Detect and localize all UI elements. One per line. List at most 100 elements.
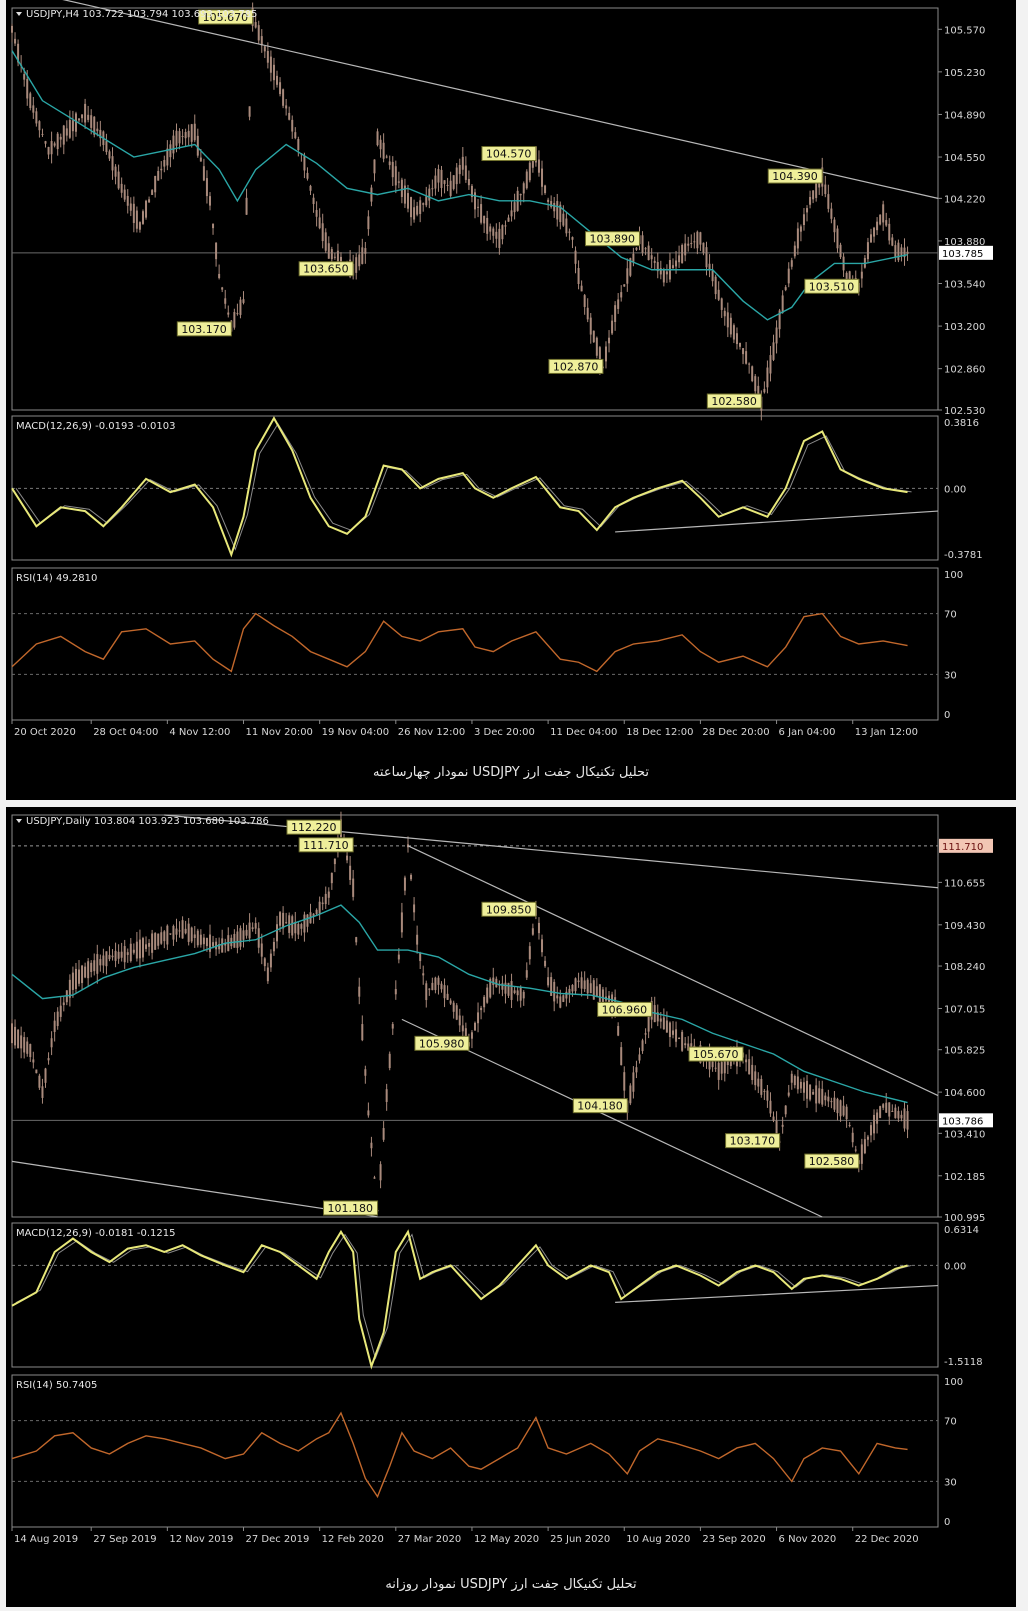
candle-body <box>900 247 903 257</box>
candle-body <box>236 313 239 315</box>
candle-body <box>397 181 400 183</box>
candle-body <box>562 213 565 226</box>
candle-body <box>903 1108 906 1129</box>
candle-body <box>406 844 409 848</box>
candle-body <box>315 210 318 217</box>
candle-body <box>580 977 583 989</box>
candle-body <box>160 932 163 944</box>
candle-body <box>665 1020 668 1033</box>
candle-body <box>714 1067 717 1069</box>
candle-body <box>71 972 74 990</box>
candle-body <box>157 933 160 946</box>
candle-body <box>772 342 775 360</box>
candle-body <box>796 228 799 249</box>
candle-body <box>696 231 699 249</box>
candle-body <box>833 1097 836 1110</box>
price-y-tick-label: 105.230 <box>944 68 985 79</box>
pivot-label: 104.180 <box>577 1100 623 1113</box>
candle-body <box>477 206 480 208</box>
candle-body <box>236 931 239 948</box>
candle-body <box>891 1110 894 1112</box>
x-tick-label: 18 Dec 12:00 <box>626 727 693 738</box>
candle-body <box>56 133 59 150</box>
candle-body <box>531 158 534 168</box>
candle-body <box>93 960 96 972</box>
candle-body <box>74 968 77 989</box>
candle-body <box>891 237 894 246</box>
candle-body <box>148 943 151 947</box>
candle-body <box>510 210 513 217</box>
pivot-label-box <box>804 278 860 294</box>
candle-body <box>903 247 906 258</box>
candle-body <box>882 204 885 223</box>
pivot-label-box <box>198 9 254 25</box>
candle-body <box>644 1033 647 1035</box>
candle-body <box>90 115 93 128</box>
candle-body <box>413 904 416 913</box>
candle-body <box>574 250 577 264</box>
candle-body <box>434 175 437 189</box>
candle-body <box>742 348 745 355</box>
candle-body <box>802 214 805 226</box>
candle-body <box>848 1125 851 1127</box>
pivot-label: 105.980 <box>419 1037 465 1050</box>
x-tick-label: 12 Feb 2020 <box>322 1534 384 1545</box>
candle-body <box>681 245 684 264</box>
candle-body <box>678 255 681 263</box>
candle-body <box>751 366 754 382</box>
candle-body <box>641 1040 644 1052</box>
x-tick-label: 25 Jun 2020 <box>550 1534 610 1545</box>
candle-body <box>550 201 553 207</box>
price-y-tick-label: 109.430 <box>944 921 985 932</box>
candle-body <box>263 958 266 967</box>
candle-body <box>218 273 221 279</box>
candle-body <box>87 961 90 979</box>
usdjpy-h4-chart-panel: 105.570 105.230 104.890 104.550 104.220 103.8… <box>6 0 1016 800</box>
rsi-y-tick-label: 30 <box>944 1477 957 1488</box>
candle-body <box>306 172 309 179</box>
candle-body <box>35 111 38 124</box>
candle-body <box>720 1062 723 1074</box>
candle-body <box>854 1149 857 1151</box>
macd-y-tick-label: 0.6314 <box>944 1225 979 1236</box>
candle-body <box>775 1120 778 1140</box>
x-tick-label: 14 Aug 2019 <box>14 1534 78 1545</box>
candle-body <box>163 931 166 942</box>
candle-body <box>379 1164 382 1181</box>
candle-body <box>693 241 696 243</box>
candle-body <box>866 1136 869 1140</box>
x-tick-label: 28 Oct 04:00 <box>93 727 158 738</box>
rsi-pane-frame <box>11 567 939 721</box>
candle-body <box>720 298 723 310</box>
candle-body <box>449 180 452 196</box>
candle-body <box>269 56 272 73</box>
candle-body <box>461 156 464 170</box>
usdjpy-h4-chart: 105.570 105.230 104.890 104.550 104.220 103.8… <box>11 0 993 738</box>
candle-body <box>879 1106 882 1118</box>
candle-body <box>68 119 71 138</box>
candle-body <box>726 312 729 328</box>
candle-body <box>675 1029 678 1042</box>
candle-body <box>166 925 169 945</box>
rsi-y-tick-label: 70 <box>944 610 957 621</box>
candle-body <box>836 1098 839 1114</box>
candle-body <box>900 1114 903 1119</box>
candle-body <box>489 978 492 998</box>
candle-body <box>279 912 282 926</box>
candle-body <box>787 268 790 284</box>
pivot-label: 102.580 <box>711 395 757 408</box>
candle-body <box>507 982 510 996</box>
candle-body <box>675 260 678 267</box>
candle-body <box>403 185 406 204</box>
candle-body <box>662 1017 665 1030</box>
candle-body <box>793 1075 796 1086</box>
symbol-header: USDJPY,Daily 103.804 103.923 103.680 103… <box>26 816 269 827</box>
candle-body <box>154 176 157 193</box>
candle-body <box>812 1091 815 1095</box>
candle-body <box>65 128 68 136</box>
candle-body <box>611 320 614 334</box>
candle-body <box>394 166 397 186</box>
candle-body <box>388 161 391 166</box>
candle-body <box>364 1069 367 1076</box>
candle-body <box>336 250 339 270</box>
